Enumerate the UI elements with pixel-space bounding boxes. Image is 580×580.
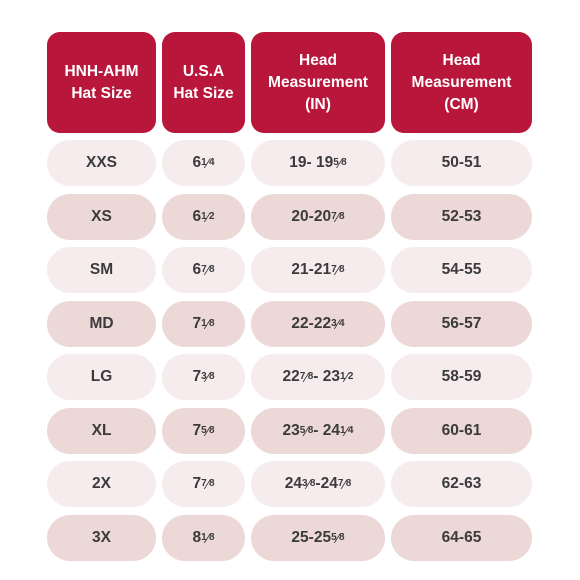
cell-usa-size: 7 3 ⁄ 8: [162, 354, 245, 400]
cell-head-cm: 58-59: [391, 354, 532, 400]
cell-ahm-size: XS: [47, 194, 156, 240]
cell-head-in: 20-20 7 ⁄ 8: [251, 194, 385, 240]
cell-usa-size: 6 7 ⁄ 8: [162, 247, 245, 293]
cell-usa-size: 6 1 ⁄ 4: [162, 140, 245, 186]
cell-head-cm: 50-51: [391, 140, 532, 186]
cell-usa-size: 7 5 ⁄ 8: [162, 408, 245, 454]
cell-head-in: 23 5 ⁄ 8 - 24 1 ⁄ 4: [251, 408, 385, 454]
cell-usa-size: 8 1 ⁄ 8: [162, 515, 245, 561]
cell-head-cm: 62-63: [391, 461, 532, 507]
cell-ahm-size: LG: [47, 354, 156, 400]
cell-usa-size: 6 1 ⁄ 2: [162, 194, 245, 240]
cell-head-cm: 56-57: [391, 301, 532, 347]
header-head-cm: Head Measurement (CM): [391, 32, 532, 133]
cell-head-in: 19- 19 5 ⁄ 8: [251, 140, 385, 186]
cell-head-in: 22-22 3 ⁄ 4: [251, 301, 385, 347]
header-usa-size: U.S.A Hat Size: [162, 32, 245, 133]
cell-ahm-size: 2X: [47, 461, 156, 507]
cell-head-cm: 52-53: [391, 194, 532, 240]
header-head-in: Head Measurement (IN): [251, 32, 385, 133]
cell-ahm-size: MD: [47, 301, 156, 347]
cell-ahm-size: SM: [47, 247, 156, 293]
cell-head-in: 21-21 7 ⁄ 8: [251, 247, 385, 293]
cell-ahm-size: XXS: [47, 140, 156, 186]
cell-ahm-size: 3X: [47, 515, 156, 561]
cell-head-in: 22 7 ⁄ 8 - 23 1 ⁄ 2: [251, 354, 385, 400]
cell-head-cm: 64-65: [391, 515, 532, 561]
cell-head-in: 25-25 5 ⁄ 8: [251, 515, 385, 561]
cell-usa-size: 7 1 ⁄ 8: [162, 301, 245, 347]
cell-usa-size: 7 7 ⁄ 8: [162, 461, 245, 507]
cell-head-in: 24 3 ⁄ 8 -24 7 ⁄ 8: [251, 461, 385, 507]
cell-ahm-size: XL: [47, 408, 156, 454]
cell-head-cm: 60-61: [391, 408, 532, 454]
header-ahm-size: HNH-AHM Hat Size: [47, 32, 156, 133]
cell-head-cm: 54-55: [391, 247, 532, 293]
